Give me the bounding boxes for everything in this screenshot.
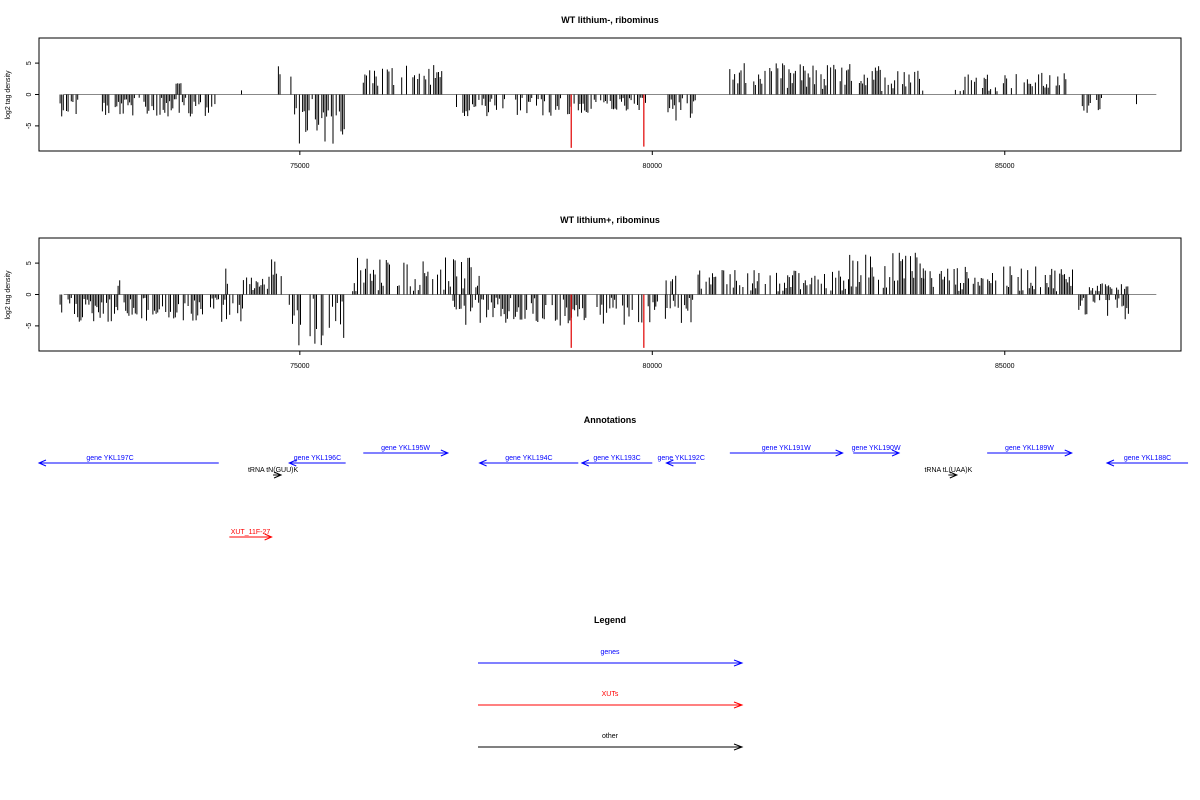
feature-gene-ykl188c: gene YKL188C bbox=[1105, 455, 1189, 467]
x-tick-label: 85000 bbox=[995, 363, 1015, 370]
feature-arrowhead bbox=[440, 449, 450, 457]
x-tick-label: 80000 bbox=[643, 363, 663, 370]
feature-arrowhead bbox=[273, 471, 283, 479]
feature-arrowhead bbox=[37, 459, 47, 467]
feature-label: gene YKL193C bbox=[593, 455, 640, 462]
legend-arrowhead bbox=[733, 701, 744, 709]
legend-item-xuts: XUTs bbox=[478, 691, 744, 709]
y-axis-label: log2 tag density bbox=[5, 270, 12, 320]
feature-gene-ykl197c: gene YKL197C bbox=[37, 455, 219, 467]
legend-item-other: other bbox=[478, 733, 744, 751]
feature-arrowhead bbox=[891, 449, 901, 457]
legend-label: genes bbox=[600, 649, 620, 656]
feature-gene-ykl191w: gene YKL191W bbox=[729, 445, 844, 457]
y-tick-label: -5 bbox=[26, 123, 33, 129]
feature-gene-ykl196c: gene YKL196C bbox=[287, 455, 346, 467]
track-panel-lithium-minus: WT lithium-, ribominus log2 tag density … bbox=[5, 15, 1182, 170]
feature-arrowhead bbox=[264, 533, 273, 541]
x-axis: 75000 80000 85000 bbox=[290, 351, 1015, 370]
feature-gene-ykl189w: gene YKL189W bbox=[987, 445, 1074, 457]
feature-label: gene YKL195W bbox=[381, 445, 430, 452]
y-tick-label: 0 bbox=[26, 292, 33, 296]
feature-label: gene YKL189W bbox=[1005, 445, 1054, 452]
feature-arrowhead bbox=[949, 471, 959, 479]
feature-arrowhead bbox=[665, 459, 674, 467]
feature-label: tRNA tN(GUU)K bbox=[248, 467, 299, 474]
feature-label: gene YKL188C bbox=[1124, 455, 1171, 462]
feature-label: gene YKL197C bbox=[86, 455, 133, 462]
feature-gene-ykl193c: gene YKL193C bbox=[580, 455, 653, 467]
track-panel-lithium-plus: WT lithium+, ribominus log2 tag density … bbox=[5, 215, 1182, 370]
feature-label: gene YKL190W bbox=[852, 445, 901, 452]
feature-arrowhead bbox=[1064, 449, 1074, 457]
legend-arrowhead bbox=[733, 743, 744, 751]
feature-gene-ykl195w: gene YKL195W bbox=[363, 445, 450, 457]
x-tick-label: 85000 bbox=[995, 163, 1015, 170]
annotations-title: Annotations bbox=[584, 415, 637, 425]
legend-label: XUTs bbox=[602, 691, 619, 698]
feature-xut-11f-27: XUT_11F-27 bbox=[229, 529, 273, 541]
y-tick-label: -5 bbox=[26, 323, 33, 329]
legend-title: Legend bbox=[594, 615, 626, 625]
legend-arrowhead bbox=[733, 659, 744, 667]
feature-arrowhead bbox=[287, 459, 297, 467]
y-axis-label: log2 tag density bbox=[5, 70, 12, 120]
feature-gene-ykl194c: gene YKL194C bbox=[478, 455, 579, 467]
feature-list: gene YKL197C tRNA tN(GUU)K gene YKL196C gen… bbox=[37, 445, 1189, 541]
legend: Legend genes XUTs other bbox=[478, 615, 744, 751]
feature-trna-tn-guu-k: tRNA tN(GUU)K bbox=[248, 467, 299, 479]
legend-label: other bbox=[602, 733, 619, 740]
feature-arrowhead bbox=[478, 459, 487, 467]
feature-arrowhead bbox=[835, 449, 844, 457]
panel-title: WT lithium-, ribominus bbox=[561, 15, 659, 25]
y-tick-label: 0 bbox=[26, 92, 33, 96]
feature-gene-ykl190w: gene YKL190W bbox=[852, 445, 901, 457]
feature-label: tRNA tL(UAA)K bbox=[924, 467, 972, 474]
legend-items: genes XUTs other bbox=[478, 649, 744, 751]
x-tick-label: 80000 bbox=[643, 163, 663, 170]
feature-arrowhead bbox=[1105, 459, 1115, 467]
feature-label: gene YKL194C bbox=[505, 455, 552, 462]
feature-gene-ykl192c: gene YKL192C bbox=[658, 455, 705, 467]
legend-item-genes: genes bbox=[478, 649, 744, 667]
bar-series bbox=[59, 252, 1157, 348]
y-tick-label: 5 bbox=[26, 261, 33, 265]
y-tick-label: 5 bbox=[26, 61, 33, 65]
bar-series bbox=[59, 63, 1157, 148]
feature-label: XUT_11F-27 bbox=[231, 529, 271, 536]
feature-label: gene YKL191W bbox=[762, 445, 811, 452]
feature-arrowhead bbox=[580, 459, 589, 467]
panel-title: WT lithium+, ribominus bbox=[560, 215, 660, 225]
x-tick-label: 75000 bbox=[290, 363, 310, 370]
feature-trna-tl-uaa-k: tRNA tL(UAA)K bbox=[924, 467, 973, 479]
feature-label: gene YKL196C bbox=[294, 455, 341, 462]
y-axis: 5 0 -5 bbox=[26, 61, 39, 129]
x-axis: 75000 80000 85000 bbox=[290, 151, 1015, 170]
feature-label: gene YKL192C bbox=[658, 455, 705, 462]
x-tick-label: 75000 bbox=[290, 163, 310, 170]
y-axis: 5 0 -5 bbox=[26, 261, 39, 329]
